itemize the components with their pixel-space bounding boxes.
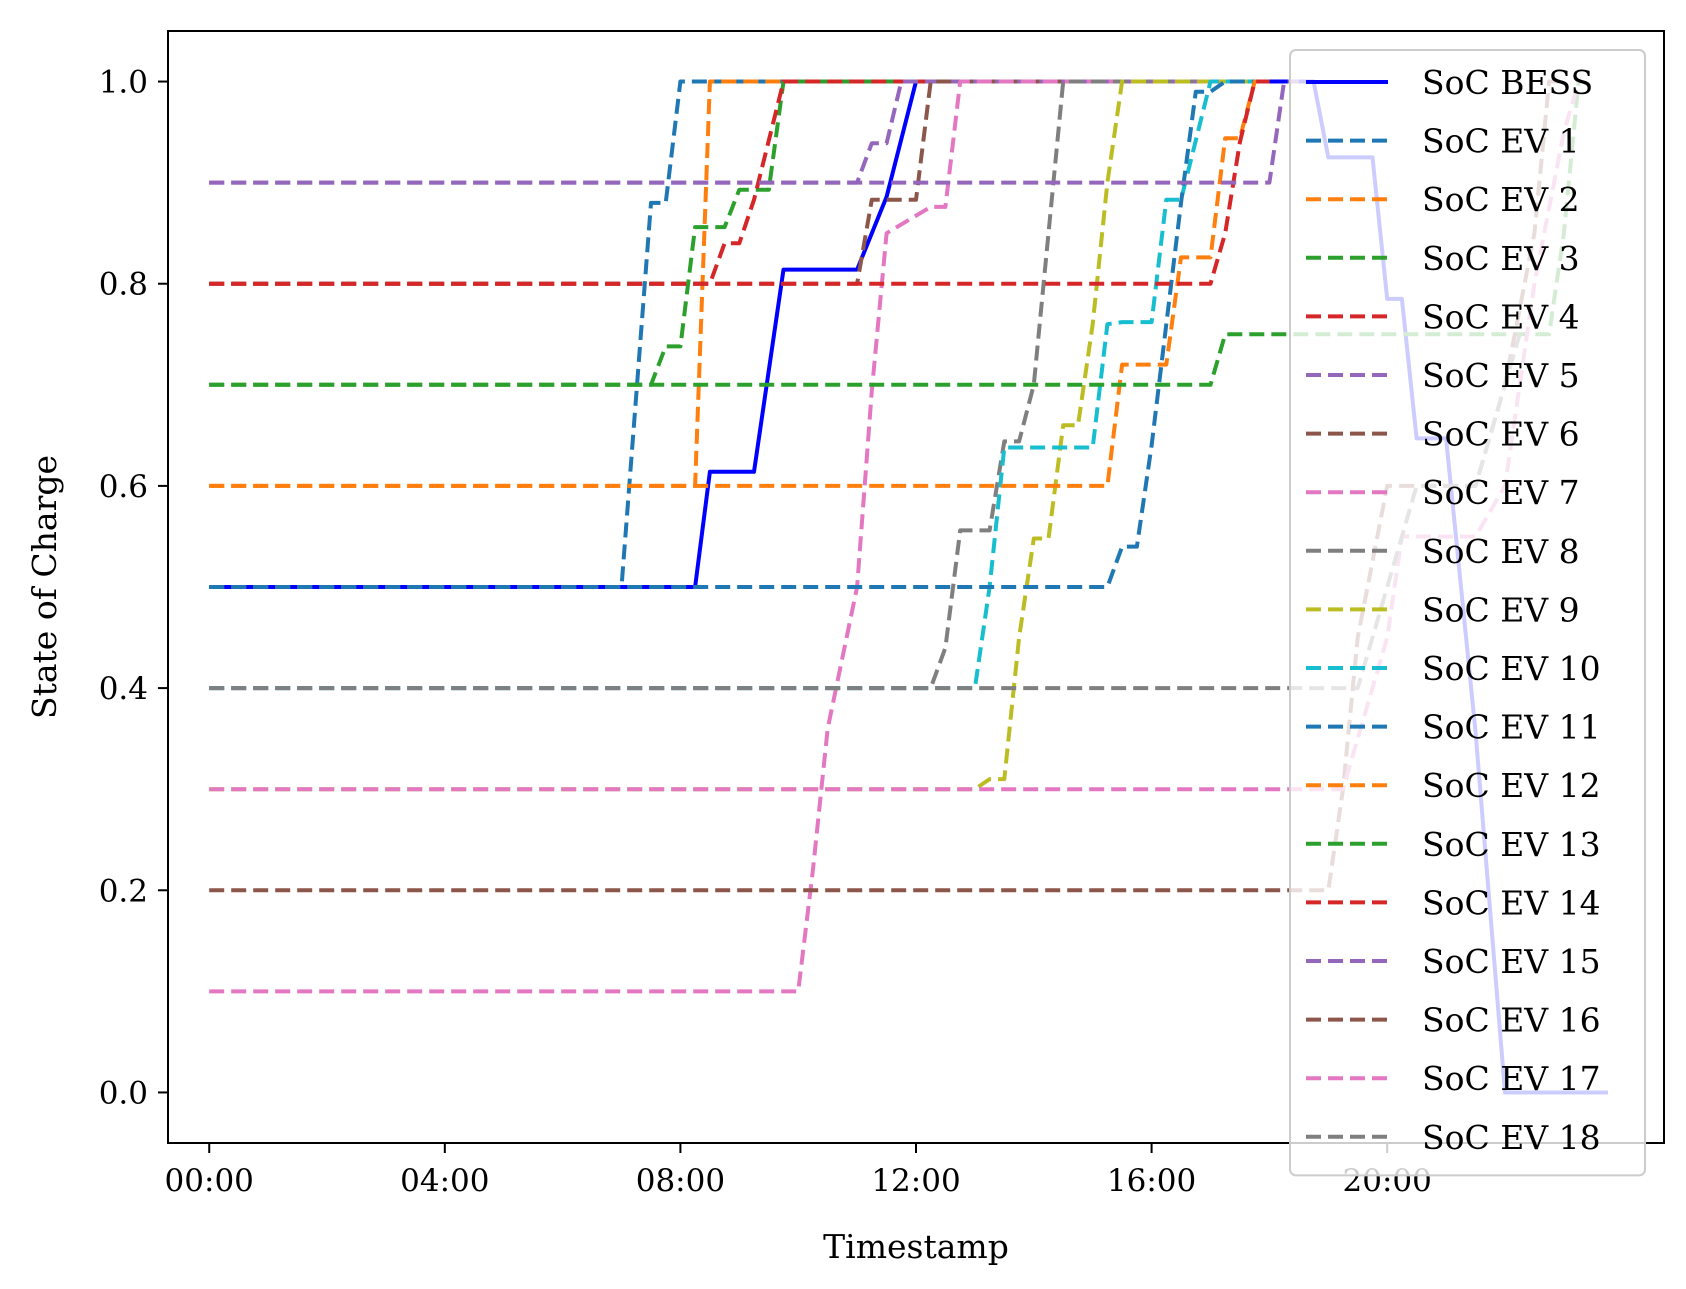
y-tick-label: 0.0 [99,1075,148,1111]
legend-label: SoC EV 1 [1422,122,1580,161]
x-axis-label: Timestamp [823,1227,1009,1266]
legend-box [1289,49,1646,1177]
y-tick-label: 0.4 [99,671,148,707]
legend-label: SoC EV 12 [1422,766,1601,805]
x-tick-label: 04:00 [400,1163,489,1199]
legend-label: SoC EV 4 [1422,297,1580,336]
legend-label: SoC EV 15 [1422,942,1601,981]
legend-label: SoC EV 16 [1422,1001,1601,1040]
x-tick-label: 16:00 [1107,1163,1196,1199]
legend-label: SoC EV 7 [1422,473,1580,512]
x-tick-label: 08:00 [636,1163,725,1199]
legend-label: SoC EV 2 [1422,180,1580,219]
legend-label: SoC EV 10 [1422,649,1601,688]
legend-label: SoC EV 18 [1422,1118,1601,1157]
legend-label: SoC EV 14 [1422,883,1601,922]
legend-label: SoC EV 13 [1422,825,1601,864]
x-tick-label: 12:00 [871,1163,960,1199]
legend-label: SoC BESS [1422,63,1593,102]
legend: SoC BESS SoC EV 1 SoC EV 2 SoC EV 3 SoC EV 4… [1289,49,1646,1177]
x-tick-label: 00:00 [165,1163,254,1199]
series-line-8 [209,79,1270,691]
series-line-3 [209,79,1270,387]
y-tick-label: 0.2 [99,873,148,909]
y-tick-label: 1.0 [99,65,148,101]
legend-label: SoC EV 5 [1422,356,1580,395]
y-axis-label: State of Charge [25,455,64,719]
series-line-9 [209,79,1270,792]
legend-label: SoC EV 8 [1422,532,1580,571]
legend-label: SoC EV 3 [1422,239,1580,278]
y-tick-label: 0.8 [99,267,148,303]
series-line-10 [209,79,1270,691]
axis-ticks: 00:00 04:00 08:00 12:00 16:00 20:000.00.20.40… [99,65,1432,1199]
legend-label: SoC EV 6 [1422,415,1580,454]
legend-label: SoC EV 17 [1422,1059,1601,1098]
y-tick-label: 0.6 [99,469,148,505]
series-line-14 [209,79,1270,286]
series-line-15 [209,79,1299,185]
series-line-7 [209,79,1270,994]
legend-label: SoC EV 9 [1422,590,1580,629]
legend-label: SoC EV 11 [1422,708,1601,747]
series-line-11 [209,79,1270,589]
